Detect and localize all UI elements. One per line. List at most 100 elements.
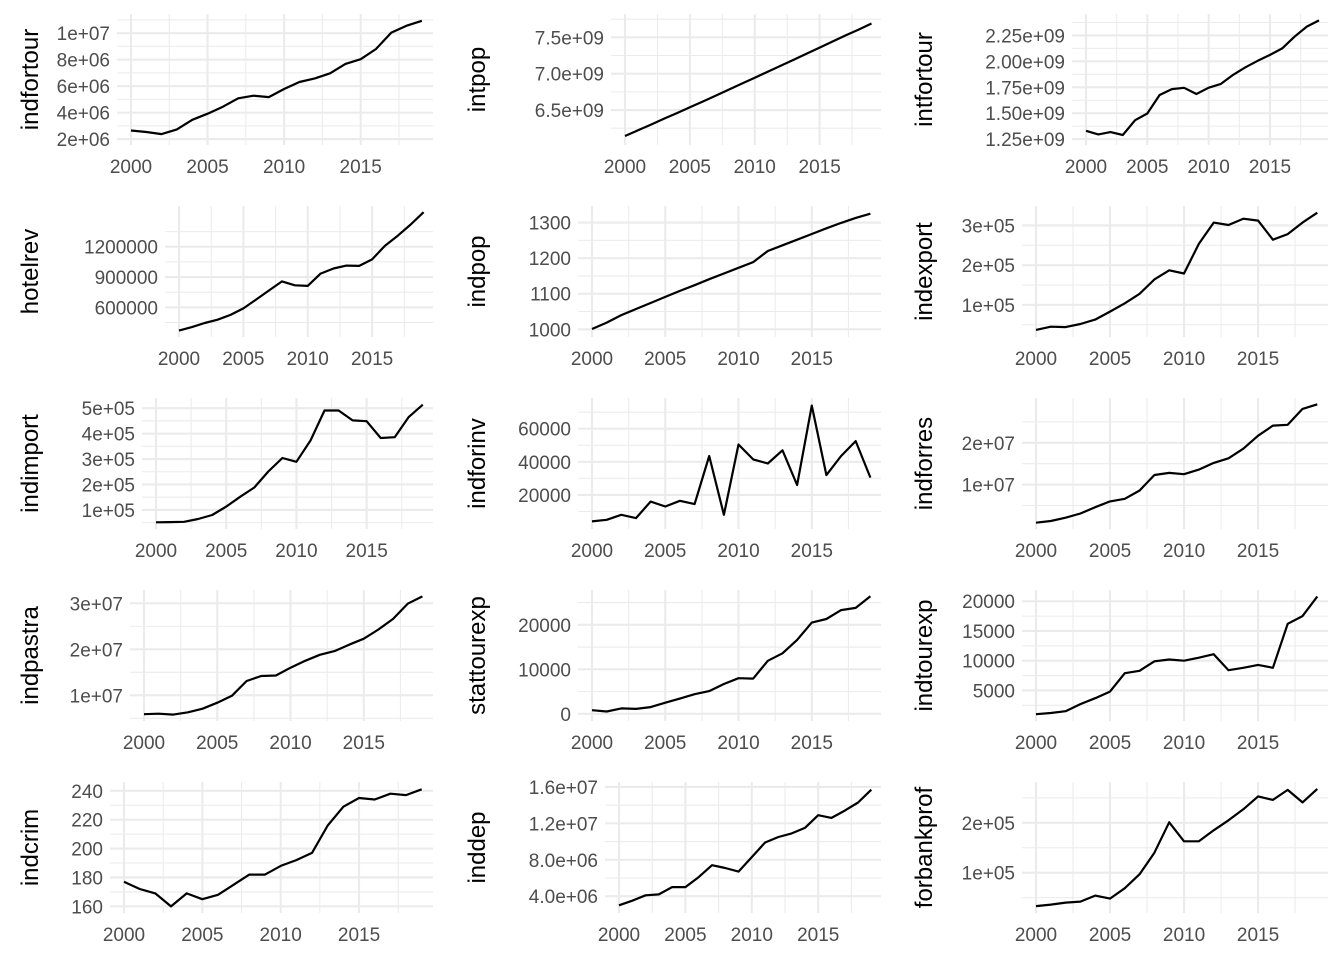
y-tick-label: 200: [71, 840, 103, 861]
series-line-hotelrev: [178, 211, 425, 332]
x-tick-label: 2005: [205, 541, 247, 562]
y-tick-label: 3e+07: [70, 594, 123, 615]
y-tick-label: 600000: [95, 298, 158, 319]
x-tick-label: 2015: [1237, 349, 1279, 370]
y-tick-label: 1e+05: [962, 864, 1015, 885]
y-tick-label: 5000: [973, 681, 1015, 702]
x-tick-label: 2000: [123, 733, 165, 754]
x-tick-label: 2015: [346, 541, 388, 562]
x-tick-label: 2000: [1015, 349, 1057, 370]
y-tick-label: 1200: [529, 249, 571, 270]
y-tick-label: 1e+07: [70, 686, 123, 707]
y-axis-label: indforres: [911, 417, 938, 510]
y-axis-label: indforinv: [464, 418, 491, 509]
y-axis-label: indtourexp: [911, 599, 938, 711]
y-axis-label: indexport: [911, 222, 938, 321]
x-tick-label: 2015: [791, 541, 833, 562]
panel-indexport: 2000 2005 2010 2015 1e+05 2e+05 3e+05 indexport: [911, 206, 1328, 370]
x-tick-label: 2005: [1089, 925, 1131, 946]
y-tick-label: 4e+06: [57, 104, 110, 125]
y-tick-label: 6e+06: [57, 77, 110, 98]
x-tick-label: 2010: [717, 541, 759, 562]
y-tick-label: 180: [71, 868, 103, 889]
x-tick-label: 2015: [338, 925, 380, 946]
y-tick-label: 2e+05: [82, 475, 135, 496]
y-tick-label: 2.00e+09: [985, 52, 1065, 73]
x-tick-label: 2010: [1163, 541, 1205, 562]
panel-indtourexp: 2000 2005 2010 2015 5000 10000 15000 20000 indto…: [911, 590, 1328, 754]
x-tick-label: 2005: [1089, 349, 1131, 370]
panel-indfortour: 2000 2005 2010 2015 2e+06 4e+06 6e+06 8e+06 1e+0…: [17, 14, 433, 178]
x-tick-label: 2015: [1249, 157, 1291, 178]
series-line-indforinv: [591, 404, 872, 523]
x-tick-label: 2010: [263, 157, 305, 178]
y-tick-label: 2e+06: [57, 130, 110, 151]
y-axis-label: hotelrev: [17, 229, 44, 314]
panel-stattourexp: 2000 2005 2010 2015 0 10000 20000 stattourexp: [464, 590, 881, 754]
x-tick-label: 2015: [343, 733, 385, 754]
y-axis-label: intpop: [464, 47, 491, 112]
y-tick-label: 1e+07: [57, 24, 110, 45]
x-tick-label: 2000: [598, 925, 640, 946]
x-tick-label: 2005: [181, 925, 223, 946]
y-tick-label: 3e+05: [962, 216, 1015, 237]
x-tick-label: 2005: [644, 733, 686, 754]
y-tick-label: 20000: [962, 592, 1015, 613]
x-tick-label: 2015: [797, 925, 839, 946]
x-tick-label: 2015: [340, 157, 382, 178]
y-tick-label: 8e+06: [57, 51, 110, 72]
panel-indforinv: 2000 2005 2010 2015 20000 40000 60000 indforinv: [464, 398, 881, 562]
x-tick-label: 2015: [791, 349, 833, 370]
y-tick-label: 1000: [529, 320, 571, 341]
x-tick-label: 2000: [1015, 541, 1057, 562]
y-axis-label: indpastra: [17, 605, 44, 704]
x-tick-label: 2000: [1065, 157, 1107, 178]
x-tick-label: 2010: [717, 733, 759, 754]
y-tick-label: 1.50e+09: [985, 104, 1065, 125]
y-tick-label: 1.6e+07: [529, 778, 598, 799]
panel-indforres: 2000 2005 2010 2015 1e+07 2e+07 indforres: [911, 398, 1328, 562]
y-tick-label: 1100: [530, 285, 571, 306]
y-tick-label: 8.0e+06: [529, 851, 598, 872]
x-tick-label: 2015: [1237, 925, 1279, 946]
x-tick-label: 2010: [269, 733, 311, 754]
x-tick-label: 2000: [103, 925, 145, 946]
series-line-inddep: [618, 788, 873, 907]
y-tick-label: 6.5e+09: [535, 101, 604, 122]
panel-forbankprof: 2000 2005 2010 2015 1e+05 2e+05 forbankprof: [911, 782, 1328, 946]
y-tick-label: 1.75e+09: [985, 78, 1065, 99]
y-tick-label: 220: [71, 811, 103, 832]
y-tick-label: 5e+05: [82, 399, 135, 420]
panel-indpastra: 2000 2005 2010 2015 1e+07 2e+07 3e+07 indpastra: [17, 590, 433, 754]
y-axis-label: indfortour: [17, 29, 44, 130]
x-tick-label: 2015: [791, 733, 833, 754]
x-tick-label: 2005: [196, 733, 238, 754]
x-tick-label: 2000: [158, 349, 200, 370]
x-tick-label: 2015: [351, 349, 393, 370]
x-tick-label: 2015: [1237, 733, 1279, 754]
x-tick-label: 2010: [1163, 925, 1205, 946]
y-tick-label: 900000: [95, 268, 158, 289]
x-tick-label: 2000: [1015, 733, 1057, 754]
x-tick-label: 2000: [604, 157, 646, 178]
x-tick-label: 2010: [1188, 157, 1230, 178]
series-line-intpop: [624, 22, 872, 138]
y-tick-label: 2.25e+09: [985, 26, 1065, 47]
series-line-indpop: [591, 212, 871, 331]
x-tick-label: 2000: [110, 157, 152, 178]
y-tick-label: 10000: [962, 652, 1015, 673]
x-tick-label: 2010: [260, 925, 302, 946]
x-tick-label: 2005: [222, 349, 264, 370]
x-tick-label: 2000: [571, 733, 613, 754]
panel-indpop: 2000 2005 2010 2015 1000 1100 1200 1300 indpop: [464, 206, 881, 370]
x-tick-label: 2010: [731, 925, 773, 946]
x-tick-label: 2005: [644, 349, 686, 370]
y-tick-label: 2e+07: [962, 434, 1015, 455]
x-tick-label: 2005: [1089, 733, 1131, 754]
series-line-intfortour: [1085, 19, 1320, 137]
panel-hotelrev: 2000 2005 2010 2015 600000 900000 1200000 hotel…: [17, 206, 433, 370]
x-tick-label: 2005: [644, 541, 686, 562]
x-tick-label: 2010: [734, 157, 776, 178]
x-tick-label: 2000: [1015, 925, 1057, 946]
y-tick-label: 2e+05: [962, 256, 1015, 277]
